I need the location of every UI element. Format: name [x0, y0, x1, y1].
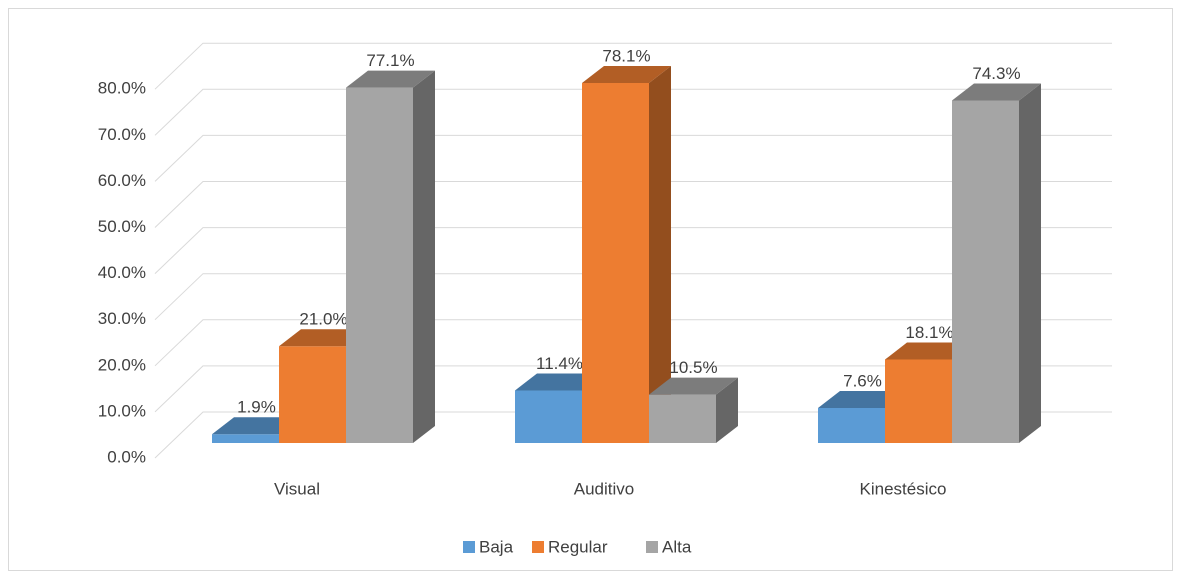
legend-label: Baja [479, 537, 514, 556]
bar [582, 65, 671, 444]
bar-top [885, 342, 974, 360]
y-tick-label: 20.0% [98, 355, 146, 374]
legend-label: Regular [548, 537, 608, 556]
bar [952, 83, 1041, 444]
grid-line [154, 134, 1112, 182]
data-label: 10.5% [669, 358, 717, 377]
y-tick-label: 30.0% [98, 309, 146, 328]
grid-line [154, 88, 1112, 136]
bar-top [346, 70, 435, 88]
x-tick-label: Kinestésico [860, 479, 947, 498]
bar-top [952, 83, 1041, 101]
bar-side [413, 70, 435, 443]
bar-side [716, 377, 738, 443]
data-label: 77.1% [366, 51, 414, 70]
bar-top [515, 373, 604, 391]
data-label: 78.1% [602, 46, 650, 65]
bar-front [515, 390, 582, 443]
grid-line [154, 411, 1112, 459]
y-tick-label: 70.0% [98, 125, 146, 144]
y-tick-label: 40.0% [98, 263, 146, 282]
grid-line [154, 227, 1112, 274]
data-label: 11.4% [536, 354, 583, 373]
grid-line [154, 365, 1112, 413]
y-tick-label: 0.0% [107, 447, 146, 466]
data-label: 21.0% [299, 310, 347, 329]
y-tick-label: 80.0% [98, 79, 146, 98]
data-label: 1.9% [237, 398, 276, 417]
grid-line [154, 181, 1112, 228]
bar-front [212, 434, 279, 443]
legend-swatch [646, 541, 658, 553]
y-tick-label: 60.0% [98, 171, 146, 190]
bar-front [346, 87, 413, 443]
y-tick-label: 10.0% [98, 401, 146, 420]
bar-front [582, 82, 649, 444]
legend-label: Alta [662, 537, 692, 556]
bar-top [279, 329, 368, 347]
bar-top [818, 390, 907, 408]
bar-front [818, 407, 885, 443]
bar-front [885, 359, 952, 443]
bar [649, 377, 738, 443]
data-label: 7.6% [843, 371, 882, 390]
legend-swatch [532, 541, 544, 553]
grid-line [154, 319, 1112, 367]
bar-top [212, 417, 301, 435]
bar-front [279, 346, 346, 443]
grid-line [154, 42, 1112, 90]
bar-front [952, 100, 1019, 444]
grid-line [154, 273, 1112, 321]
legend-swatch [463, 541, 475, 553]
bar-top [649, 377, 738, 395]
bar-top [582, 65, 671, 83]
bar-side [1019, 83, 1041, 444]
x-tick-label: Visual [274, 479, 320, 498]
data-label: 74.3% [972, 64, 1020, 83]
data-label: 18.1% [905, 323, 953, 342]
bar [346, 70, 435, 443]
x-tick-label: Auditivo [574, 479, 634, 498]
bar-front [649, 394, 716, 443]
bar-side [649, 65, 671, 444]
y-tick-label: 50.0% [98, 217, 146, 236]
